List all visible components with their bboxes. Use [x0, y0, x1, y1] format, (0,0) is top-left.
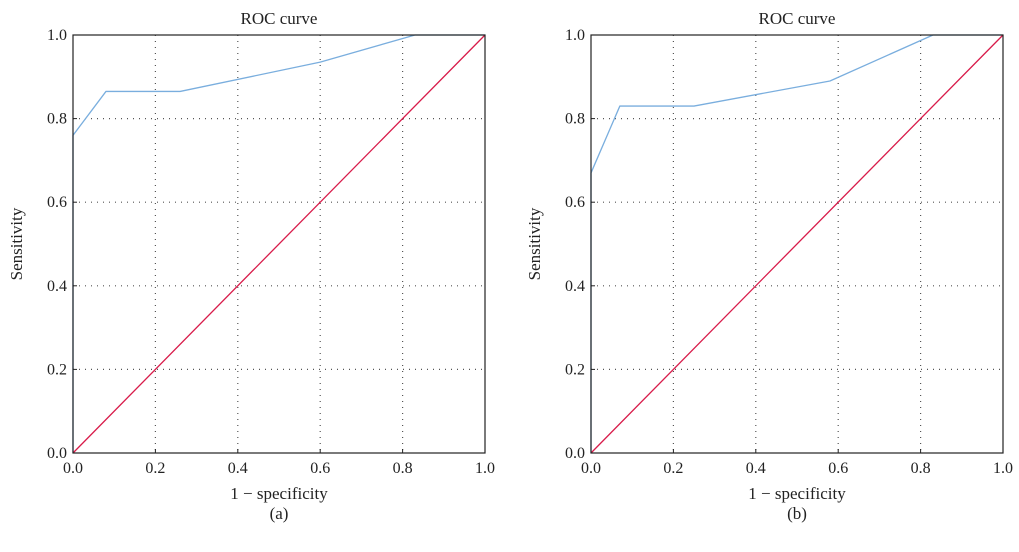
- panel-caption: (b): [787, 504, 807, 523]
- chart-title: ROC curve: [759, 9, 836, 28]
- y-tick-label: 0.0: [47, 445, 67, 462]
- x-tick-label: 0.6: [310, 460, 330, 477]
- reference-diagonal-line: [590, 34, 1004, 454]
- y-tick-label: 0.2: [565, 361, 585, 378]
- y-tick-label: 0.8: [565, 111, 585, 128]
- plot-frame: [590, 34, 1004, 454]
- y-tick-label: 0.6: [47, 194, 67, 211]
- y-tick-label: 0.0: [565, 445, 585, 462]
- plot-frame: [72, 34, 486, 454]
- y-tick-label: 0.4: [565, 278, 585, 295]
- y-tick-label: 0.4: [47, 278, 67, 295]
- y-tick-label: 1.0: [47, 27, 67, 44]
- x-tick-label: 1.0: [993, 460, 1013, 477]
- y-tick-label: 0.2: [47, 361, 67, 378]
- x-tick-label: 0.2: [663, 460, 683, 477]
- x-tick-label: 0.0: [63, 460, 83, 477]
- x-tick-label: 0.8: [393, 460, 413, 477]
- x-tick-label: 0.2: [145, 460, 165, 477]
- x-tick-label: 0.6: [828, 460, 848, 477]
- y-axis-label: Sensitivity: [525, 207, 544, 280]
- chart-title: ROC curve: [241, 9, 318, 28]
- x-tick-label: 1.0: [475, 460, 495, 477]
- x-axis-label: 1 − specificity: [748, 484, 846, 503]
- panel-caption: (a): [270, 504, 289, 523]
- y-tick-label: 0.8: [47, 111, 67, 128]
- roc-panel-b: 0.0 0.2 0.4 0.6 0.8 1.0 0.0 0.2 0.4 0.6 0.8 1.0 ROC …: [525, 9, 1013, 523]
- x-tick-label: 0.4: [228, 460, 248, 477]
- y-tick-label: 1.0: [565, 27, 585, 44]
- x-tick-label: 0.4: [746, 460, 766, 477]
- y-axis-label: Sensitivity: [7, 207, 26, 280]
- x-tick-label: 0.8: [911, 460, 931, 477]
- reference-diagonal-line: [72, 34, 486, 454]
- roc-panel-a: 0.0 0.2 0.4 0.6 0.8 1.0 0.0 0.2 0.4 0.6 0.8 1.0 ROC …: [7, 9, 495, 523]
- x-axis-label: 1 − specificity: [230, 484, 328, 503]
- x-tick-label: 0.0: [581, 460, 601, 477]
- y-tick-label: 0.6: [565, 194, 585, 211]
